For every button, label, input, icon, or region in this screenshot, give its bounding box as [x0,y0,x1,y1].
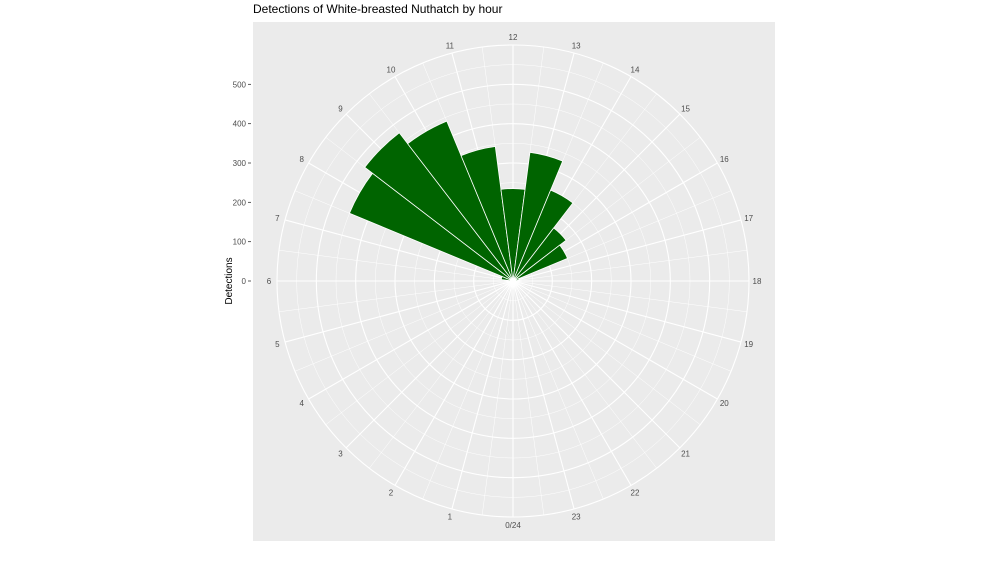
hour-label: 3 [338,450,343,459]
hour-label: 8 [299,155,304,164]
hour-label: 19 [744,340,753,349]
grid-spoke [308,280,514,400]
grid-spoke [512,280,718,400]
bar-hour-16 [512,244,569,282]
grid-spoke-minor [512,280,604,500]
grid-spoke-minor [422,280,514,500]
hour-label: 22 [631,488,640,497]
hour-labels: 0/24123456789101112131415161718192021222… [267,33,762,530]
y-tick-label: 500 [233,80,247,89]
grid-spoke-minor [512,280,701,425]
hour-label: 20 [720,399,729,408]
grid-spoke [512,280,681,449]
grid-spoke-minor [278,249,514,282]
grid-spoke-minor [294,280,514,372]
hour-label: 10 [387,66,396,75]
y-tick-label: 200 [233,198,247,207]
grid-spoke-minor [512,280,748,313]
grid-spoke [512,280,575,510]
hour-label: 7 [275,214,280,223]
y-tick-label: 0 [242,277,247,286]
grid-spoke-minor [512,249,748,282]
grid-spoke [394,280,514,486]
bars-layer [348,120,574,282]
y-tick-label: 100 [233,238,247,247]
hour-label: 21 [681,450,690,459]
hour-label: 0/24 [505,521,521,530]
hour-label: 12 [509,33,518,42]
grid-spoke [512,280,632,486]
grid-spoke-minor [369,280,514,469]
hour-label: 5 [275,340,280,349]
bar-hour-17 [512,278,520,282]
bar-hour-15 [512,227,567,282]
grid-spoke-minor [512,280,732,372]
y-tick-label: 300 [233,159,247,168]
bar-hour-10 [407,120,514,282]
grid-spoke [284,219,514,282]
hour-label: 16 [720,155,729,164]
y-tick-label: 400 [233,120,247,129]
bar-hour-13 [512,151,564,282]
hour-label: 17 [744,214,753,223]
grid-spoke [345,280,514,449]
hour-label: 11 [446,41,455,50]
hour-label: 9 [338,104,343,113]
grid-spoke-minor [512,280,545,516]
grid-spoke-minor [481,280,514,516]
hour-label: 18 [753,277,762,286]
grid-spoke [512,219,742,282]
y-axis: 0 100 200 300 400 500 [233,80,251,286]
hour-label: 6 [267,277,272,286]
bar-hour-11 [460,146,514,282]
grid-spoke [284,280,514,343]
hour-label: 14 [631,66,640,75]
grid-spoke-minor [278,280,514,313]
hour-label: 1 [448,513,453,522]
y-axis-title: Detections [224,257,235,304]
bar-hour-14 [512,189,574,282]
hour-label: 15 [681,104,690,113]
chart-title: Detections of White-breasted Nuthatch by… [253,2,503,16]
grid-spoke-minor [325,280,514,425]
hour-label: 4 [299,399,304,408]
bar-hour-9 [364,132,514,282]
grid-spoke [451,280,514,510]
hour-label: 23 [572,513,581,522]
hour-label: 2 [389,488,394,497]
grid-spoke [512,280,742,343]
grid-spoke-minor [512,280,657,469]
hour-label: 13 [572,41,581,50]
